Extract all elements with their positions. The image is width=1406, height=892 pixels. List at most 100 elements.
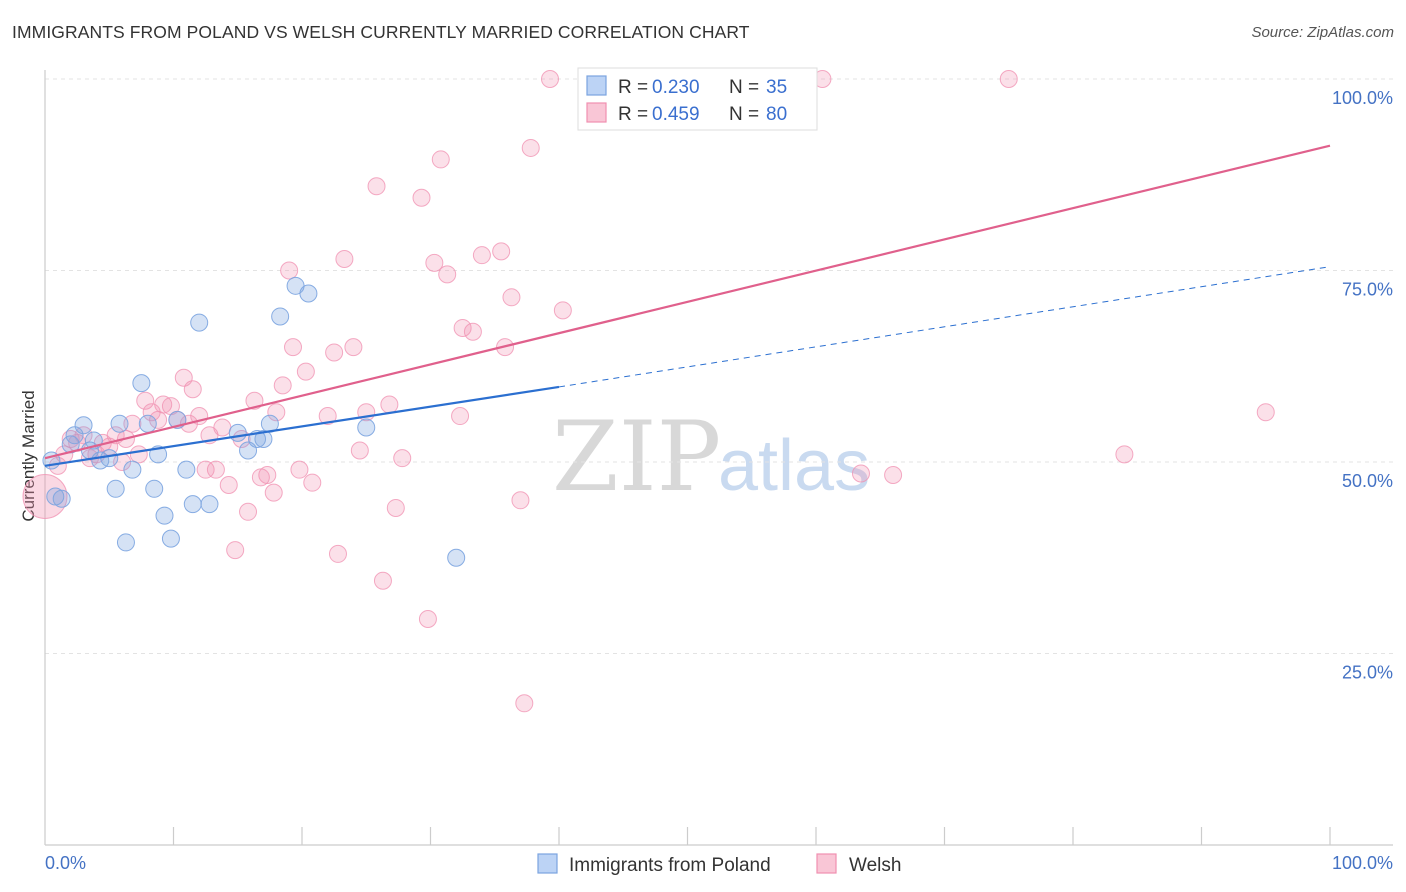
welsh-point [284,338,303,357]
poland-point [116,533,135,552]
poland-trend-line [44,385,560,467]
welsh-point [851,464,870,483]
poland-point [200,495,219,514]
legend-swatch-poland [586,75,607,96]
welsh-trend-line [44,144,1331,460]
y-tick-label: 75.0% [1342,280,1393,300]
welsh-point [129,445,148,464]
welsh-point [22,473,68,519]
welsh-point [296,362,315,381]
poland-point [106,479,125,498]
legend-n-label-welsh: N = [729,104,759,125]
stats-legend: R = 0.230 N = 35 R = 0.459 N = 80 [577,67,818,131]
welsh-point [226,541,245,560]
welsh-point [431,150,450,169]
y-tick-labels: 25.0% 50.0% 75.0% 100.0% [1332,88,1393,683]
welsh-point [511,491,530,510]
welsh-point [196,460,215,479]
poland-point [110,414,129,433]
welsh-point [264,483,283,502]
welsh-point [335,250,354,269]
poland-point [74,416,93,435]
watermark-zip: ZIP [552,401,721,513]
x-axis-ticks [172,827,1331,845]
welsh-point [1115,445,1134,464]
x-tick-label-min: 0.0% [45,853,86,873]
welsh-point [453,318,472,337]
welsh-point [515,694,534,713]
welsh-point [213,418,232,437]
poland-point [65,426,84,445]
source-label: Source: ZipAtlas.com [1251,24,1394,41]
poland-point [161,529,180,548]
welsh-point [373,571,392,590]
welsh-point [472,246,491,265]
poland-point [145,479,164,498]
chart-title: IMMIGRANTS FROM POLAND VS WELSH CURRENTL… [12,22,750,42]
legend-n-value-poland: 35 [766,77,787,98]
welsh-point [350,441,369,460]
legend-swatch-welsh [586,102,607,123]
bottom-legend-swatch-welsh [816,853,837,874]
bottom-legend-swatch-poland [537,853,558,874]
poland-point [228,423,247,442]
welsh-point [258,466,277,485]
welsh-point [273,376,292,395]
welsh-point [206,460,225,479]
welsh-point [999,70,1018,88]
poland-point [132,374,151,393]
welsh-point [239,502,258,521]
y-tick-label: 100.0% [1332,88,1393,108]
bottom-legend-label-welsh: Welsh [849,855,901,876]
legend-r-value-welsh: 0.459 [652,104,700,125]
legend-r-label-poland: R = [618,77,648,98]
poland-point [254,430,273,449]
welsh-point [451,407,470,426]
y-axis-title: Currently Married [19,390,38,521]
welsh-point [412,188,431,207]
welsh-point [183,380,202,399]
poland-point [299,284,318,303]
welsh-point [425,253,444,272]
welsh-point [553,301,572,320]
trend-lines [44,144,1331,467]
welsh-point [367,177,386,196]
series-legend: Immigrants from Poland Welsh [537,853,901,876]
welsh-point [303,473,322,492]
welsh-point [290,460,309,479]
poland-point [52,489,71,508]
y-tick-label: 50.0% [1342,471,1393,491]
welsh-point [325,343,344,362]
poland-point [190,313,209,332]
bottom-legend-label-poland: Immigrants from Poland [569,855,771,876]
poland-point [183,495,202,514]
welsh-point [1256,403,1275,422]
legend-n-value-welsh: 80 [766,104,787,125]
welsh-point [884,466,903,485]
legend-r-value-poland: 0.230 [652,77,700,98]
welsh-point [541,70,560,88]
welsh-point [502,288,521,307]
poland-points [42,276,466,567]
legend-n-label-poland: N = [729,77,759,98]
welsh-point [438,265,457,284]
welsh-point [280,261,299,280]
y-tick-label: 25.0% [1342,663,1393,683]
poland-trend-line-extension [558,266,1331,388]
poland-point [357,418,376,437]
welsh-points [22,70,1275,713]
poland-point [123,460,142,479]
gridlines [45,78,1393,654]
welsh-point [418,610,437,629]
welsh-point [393,449,412,468]
welsh-point [521,138,540,157]
poland-point [100,449,119,468]
welsh-point [154,395,173,414]
welsh-point [492,242,511,261]
welsh-point [318,407,337,426]
welsh-point [463,322,482,341]
welsh-point [136,391,155,410]
welsh-point [380,395,399,414]
welsh-point [344,338,363,357]
